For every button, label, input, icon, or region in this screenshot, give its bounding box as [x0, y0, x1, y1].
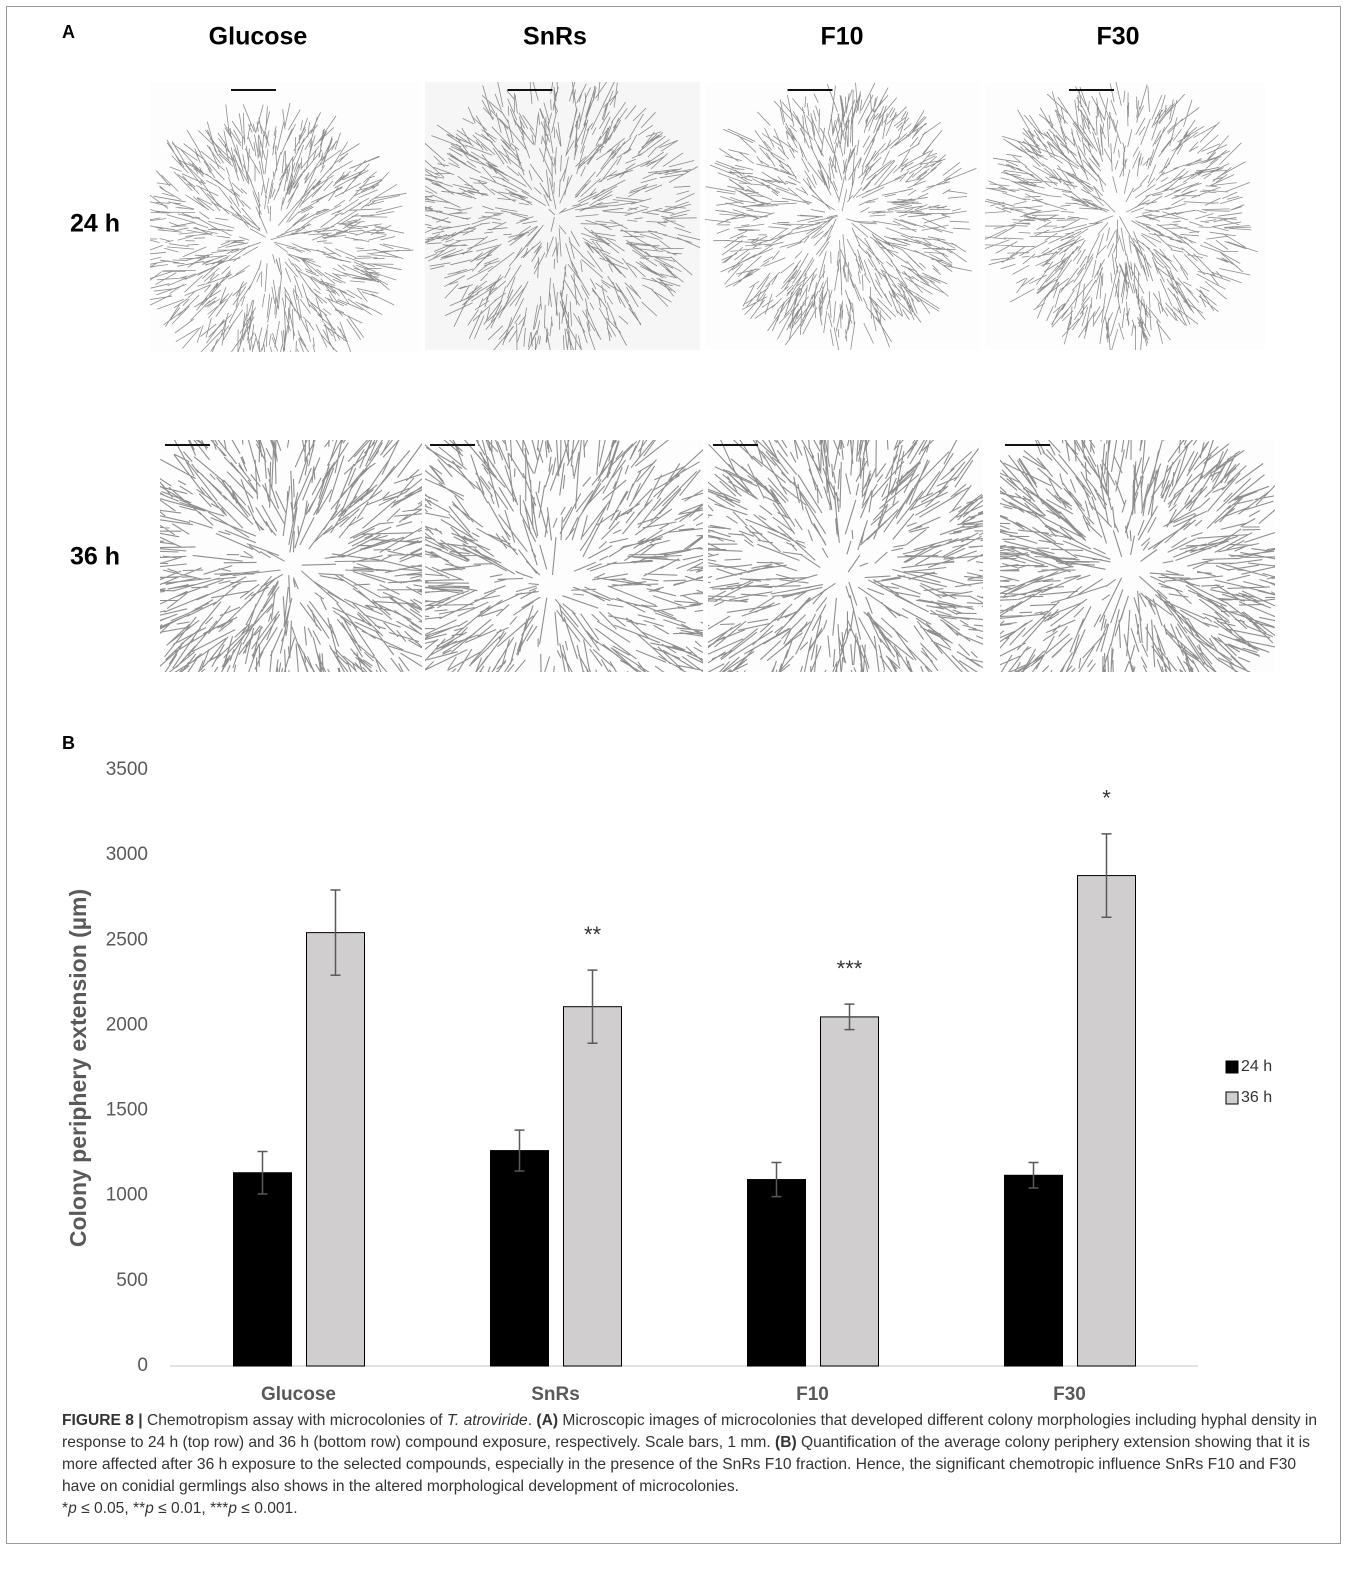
hyphae: [160, 440, 422, 672]
x-tick-label: SnRs: [531, 1384, 580, 1400]
column-header: F30: [1096, 23, 1139, 51]
bar: [820, 1016, 879, 1367]
y-tick-label: 1500: [106, 1100, 148, 1121]
significance-label: ***: [837, 956, 863, 981]
error-bar: [514, 1129, 525, 1172]
significance-label: **: [584, 922, 602, 947]
column-header: Glucose: [209, 23, 308, 51]
micrograph: [705, 82, 980, 350]
legend-swatch: [1225, 1060, 1239, 1074]
caption-run: Chemotropism assay with microcolonies of: [142, 1412, 447, 1429]
figure: A Glucose SnRs F10 F30 24 h 36 h B 0 500 1000 1500 2…: [62, 22, 1275, 1400]
micrograph: [425, 82, 700, 350]
micrograph: [425, 440, 703, 672]
error-bar: [1101, 833, 1112, 919]
error-bar: [771, 1161, 782, 1198]
x-tick-label: F10: [796, 1384, 829, 1400]
caption-run: Microscopic images of microcolonies that…: [62, 1412, 1318, 1451]
error-bar: [844, 1003, 855, 1031]
error-bar: [257, 1150, 268, 1195]
micrograph: [160, 440, 422, 672]
hyphae: [425, 82, 700, 350]
caption-text: FIGURE 8 | Chemotropism assay with micro…: [62, 1410, 1334, 1498]
caption-run: p: [228, 1500, 237, 1517]
legend-label: 36 h: [1241, 1089, 1272, 1106]
panel-label: B: [62, 733, 75, 753]
bar: [1077, 875, 1136, 1367]
caption-run: Quantification of the average colony per…: [62, 1434, 1310, 1495]
micrograph: [150, 82, 420, 352]
significance-label: *: [1102, 786, 1111, 811]
caption-run: T. atroviride: [446, 1412, 528, 1429]
caption: FIGURE 8 | Chemotropism assay with micro…: [62, 1410, 1334, 1520]
caption-run: (A): [536, 1412, 559, 1429]
y-tick-label: 1000: [106, 1185, 148, 1206]
caption-run: ≤ 0.001.: [236, 1500, 298, 1517]
caption-run: p: [145, 1500, 154, 1517]
caption-run: .: [527, 1412, 537, 1429]
bar: [490, 1150, 549, 1367]
hyphae: [985, 82, 1258, 350]
bar: [233, 1172, 292, 1367]
caption-run: (B): [775, 1434, 797, 1451]
micrograph: [708, 440, 983, 672]
legend-swatch: [1225, 1091, 1239, 1105]
row-label: 24 h: [70, 210, 120, 238]
bar: [747, 1179, 806, 1367]
caption-run: p: [68, 1500, 77, 1517]
error-bar: [587, 969, 598, 1045]
micrograph-bg: [425, 82, 700, 350]
hyphae: [708, 440, 983, 672]
y-axis-label: Colony periphery extension (µm): [65, 889, 91, 1247]
hyphae: [425, 440, 703, 672]
error-bar: [330, 889, 341, 976]
legend-label: 24 h: [1241, 1058, 1272, 1075]
bar: [1004, 1174, 1063, 1367]
x-tick-label: F30: [1053, 1384, 1086, 1400]
bar: [306, 932, 365, 1367]
row-label: 36 h: [70, 543, 120, 571]
caption-run: *: [62, 1500, 69, 1517]
hyphae: [705, 82, 977, 350]
y-tick-label: 0: [137, 1355, 148, 1376]
caption-run: FIGURE 8 |: [62, 1412, 143, 1429]
caption-run: ≤ 0.01, ***: [153, 1500, 229, 1517]
hyphae: [1000, 440, 1275, 672]
column-header: F10: [820, 23, 863, 51]
y-tick-label: 3000: [106, 844, 148, 865]
y-tick-label: 2500: [106, 929, 148, 950]
caption-footnote: *p ≤ 0.05, **p ≤ 0.01, ***p ≤ 0.001.: [62, 1498, 1334, 1520]
micrograph: [1000, 440, 1275, 672]
hyphae: [150, 102, 414, 352]
panel-label: A: [62, 22, 75, 42]
bar: [563, 1006, 622, 1367]
column-header: SnRs: [523, 23, 587, 51]
y-tick-label: 500: [116, 1270, 148, 1291]
y-tick-label: 2000: [106, 1014, 148, 1035]
error-bar: [1028, 1161, 1039, 1189]
x-tick-label: Glucose: [261, 1384, 336, 1400]
y-tick-label: 3500: [106, 759, 148, 780]
micrograph: [985, 82, 1265, 350]
caption-run: ≤ 0.05, **: [76, 1500, 146, 1517]
figure-frame: [6, 6, 1341, 1544]
